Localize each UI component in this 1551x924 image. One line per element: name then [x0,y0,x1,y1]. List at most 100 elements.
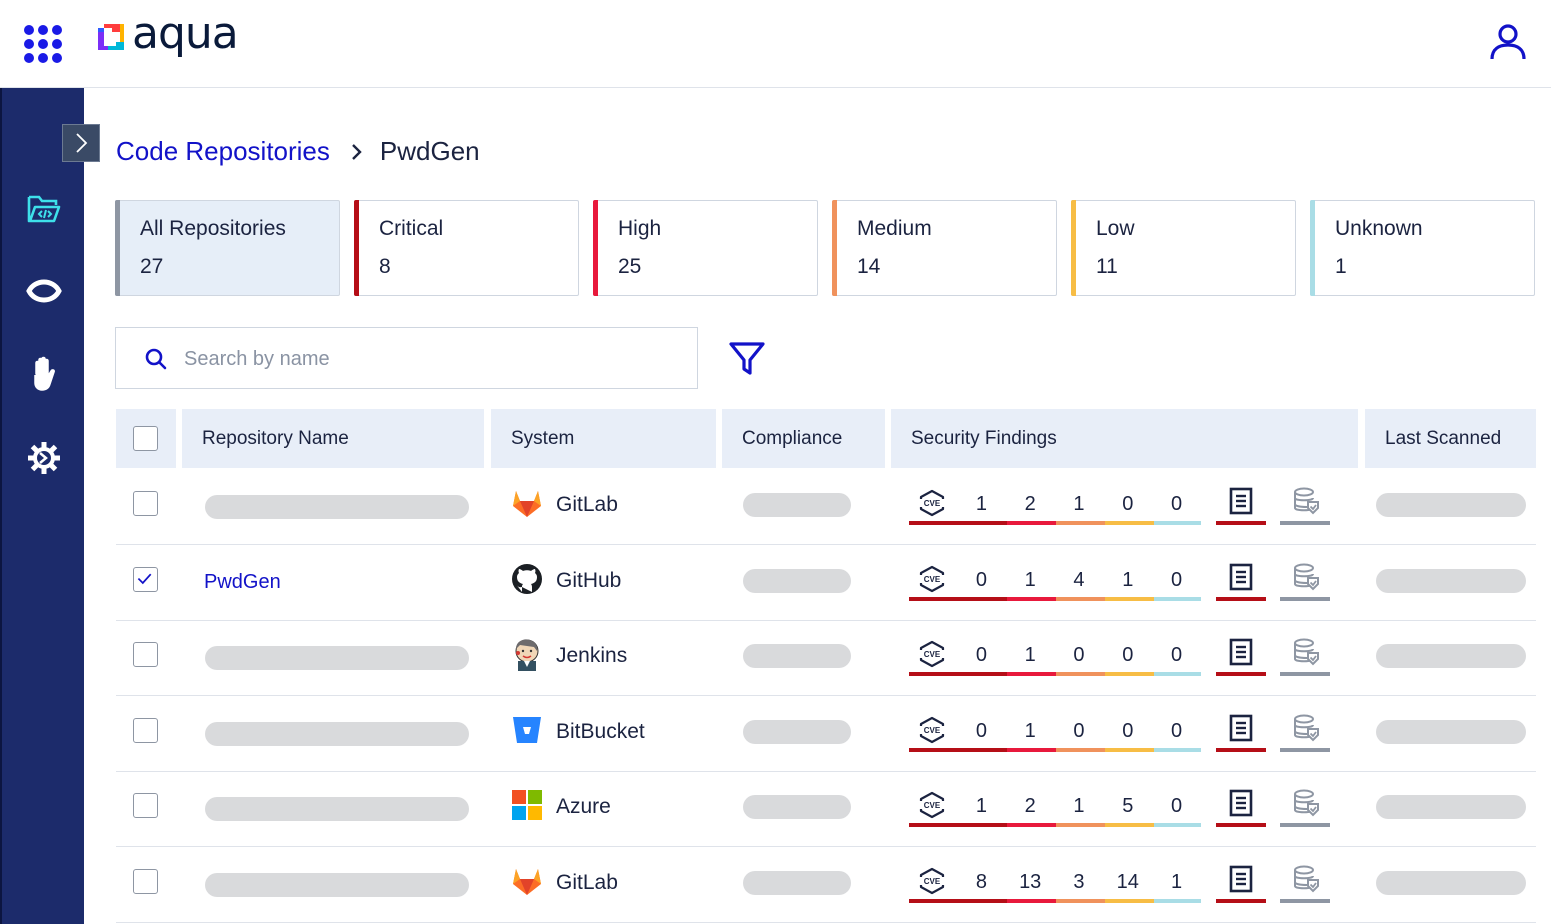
row-checkbox[interactable] [133,793,158,819]
finding-count[interactable]: 0 [1122,719,1134,742]
database-shield-icon[interactable] [1292,788,1320,818]
row-checkbox[interactable] [133,642,158,668]
finding-count[interactable]: 8 [975,871,987,893]
database-shield-icon[interactable] [1292,864,1320,894]
severity-card-critical[interactable]: Critical 8 [354,200,579,296]
sidebar-expand-button[interactable] [62,124,100,162]
report-icon[interactable] [1228,637,1254,667]
breadcrumb-code-repositories-link[interactable]: Code Repositories [116,136,330,166]
finding-count[interactable]: 13 [1019,871,1042,893]
cve-icon[interactable]: CVE [918,640,946,668]
finding-count[interactable]: 0 [1171,568,1183,591]
severity-card-all-repositories[interactable]: All Repositories 27 [115,200,340,296]
severity-bar-segment [1007,823,1056,828]
finding-count[interactable]: 0 [975,568,987,591]
finding-count[interactable]: 1 [975,493,987,515]
finding-count[interactable]: 0 [975,644,987,667]
table-row[interactable]: BitBucket CVE 0 1 0 0 0 [116,696,1536,772]
finding-count[interactable]: 3 [1073,871,1085,893]
finding-count[interactable]: 1 [1024,568,1036,591]
database-shield-icon[interactable] [1292,637,1320,667]
finding-count[interactable]: 1 [1073,493,1085,515]
finding-count[interactable]: 2 [1024,795,1036,818]
finding-count[interactable]: 5 [1122,795,1134,818]
finding-count[interactable]: 1 [1024,719,1036,742]
row-checkbox[interactable] [133,491,158,516]
severity-card-medium[interactable]: Medium 14 [832,200,1057,296]
last-scanned-placeholder [1376,795,1526,820]
finding-count[interactable]: 14 [1116,871,1139,893]
finding-count[interactable]: 0 [1171,719,1183,742]
report-icon[interactable] [1228,713,1254,743]
header-compliance[interactable]: Compliance [722,409,885,468]
search-box[interactable] [115,327,698,389]
table-row[interactable]: Azure CVE 1 2 1 5 0 [116,771,1536,848]
database-shield-icon[interactable] [1292,486,1320,516]
filter-icon[interactable] [728,340,766,378]
cve-icon[interactable]: CVE [918,791,946,819]
finding-count[interactable]: 1 [1122,568,1134,591]
svg-text:CVE: CVE [924,726,941,735]
last-scanned-placeholder [1376,493,1526,517]
header-repository-name[interactable]: Repository Name [182,409,484,468]
finding-count[interactable]: 1 [1024,644,1036,667]
severity-bar-segment [1007,899,1056,903]
database-shield-icon[interactable] [1292,562,1320,592]
repository-name-link[interactable]: PwdGen [204,570,281,593]
aqua-logo[interactable]: aqua [96,12,239,56]
cve-icon[interactable]: CVE [918,716,946,744]
search-input[interactable] [184,342,674,376]
database-indicator [1280,747,1330,752]
finding-count[interactable]: 0 [1073,644,1085,667]
hand-icon[interactable] [24,354,64,394]
finding-count[interactable]: 0 [1171,795,1183,818]
user-icon[interactable] [1488,22,1528,62]
severity-card-high[interactable]: High 25 [593,200,818,296]
report-icon[interactable] [1228,864,1254,894]
header-system[interactable]: System [491,409,716,468]
gear-icon[interactable] [24,438,64,478]
card-count: 27 [140,255,164,278]
cve-icon[interactable]: CVE [918,489,946,517]
cve-icon[interactable]: CVE [918,867,946,895]
header-security-findings[interactable]: Security Findings [891,409,1358,468]
finding-count[interactable]: 0 [1171,644,1183,667]
severity-bar [909,747,1201,752]
last-scanned-placeholder [1376,719,1526,744]
table-row[interactable]: PwdGen GitHub CVE 0 1 4 1 0 [116,545,1536,621]
finding-count[interactable]: 1 [1073,795,1085,818]
report-icon[interactable] [1228,486,1254,516]
row-checkbox[interactable] [133,869,158,894]
row-checkbox[interactable] [133,717,158,743]
finding-count[interactable]: 4 [1073,568,1085,591]
header-last-scanned[interactable]: Last Scanned [1365,409,1536,468]
page-title: PwdGen [379,136,480,166]
finding-count[interactable]: 2 [1024,493,1036,515]
card-accent [1071,200,1076,296]
header-repository-name-label: Repository Name [202,427,349,449]
select-all-checkbox[interactable] [133,426,158,451]
severity-card-low[interactable]: Low 11 [1071,200,1296,296]
chevron-right-icon [350,142,364,162]
card-label: Medium [857,217,932,240]
row-checkbox[interactable] [133,566,158,592]
finding-count[interactable]: 0 [1073,719,1085,742]
finding-count[interactable]: 0 [1171,493,1183,515]
table-row[interactable]: GitLab CVE 1 2 1 0 0 [116,469,1536,545]
report-icon[interactable] [1228,788,1254,818]
finding-count[interactable]: 0 [975,719,987,742]
cve-icon[interactable]: CVE [918,565,946,593]
finding-count[interactable]: 1 [975,795,987,818]
findings-counts: 0 1 0 0 0 [957,644,1201,667]
finding-count[interactable]: 1 [1171,871,1183,893]
report-icon[interactable] [1228,562,1254,592]
table-row[interactable]: Jenkins CVE 0 1 0 0 0 [116,620,1536,697]
severity-card-unknown[interactable]: Unknown 1 [1310,200,1535,296]
database-shield-icon[interactable] [1292,713,1320,743]
table-row[interactable]: GitLab CVE 8 13 3 14 1 [116,847,1536,923]
finding-count[interactable]: 0 [1122,493,1134,515]
apps-grid-icon[interactable] [24,25,62,63]
finding-count[interactable]: 0 [1122,644,1134,667]
code-folder-icon[interactable] [24,188,64,228]
eye-icon[interactable] [24,271,64,311]
